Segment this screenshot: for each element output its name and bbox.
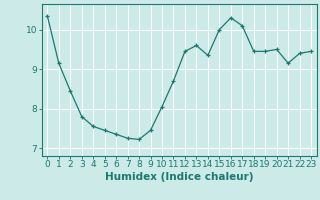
X-axis label: Humidex (Indice chaleur): Humidex (Indice chaleur) — [105, 172, 253, 182]
